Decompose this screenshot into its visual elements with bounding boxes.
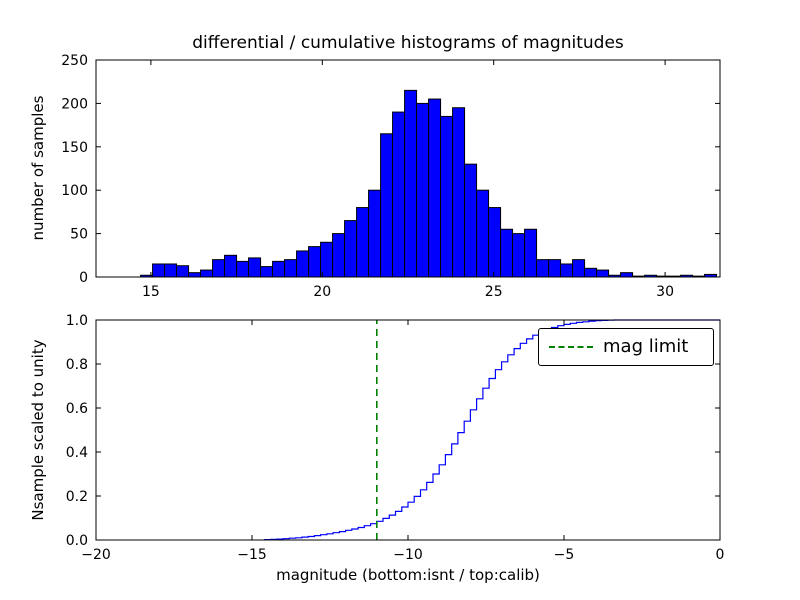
x-tick-label: −5 (554, 547, 575, 563)
histogram-bar (392, 111, 406, 278)
x-tick-label: −15 (237, 547, 267, 563)
y-tick-label: 1.0 (66, 313, 88, 329)
x-tick-label: 0 (716, 547, 725, 563)
y-tick-label: 50 (70, 227, 88, 243)
histogram-bar (524, 228, 538, 278)
y-tick-label: 0.4 (66, 445, 88, 461)
xlabel: magnitude (bottom:isnt / top:calib) (276, 566, 540, 584)
chart-title: differential / cumulative histograms of … (192, 33, 624, 53)
x-tick-label: 20 (313, 284, 331, 300)
histogram-bar (572, 259, 586, 278)
top-ylabel: number of samples (29, 95, 47, 241)
x-tick-label: 15 (142, 284, 160, 300)
histogram-bar (236, 260, 250, 278)
y-tick-label: 0.0 (66, 533, 88, 549)
histogram-bar (500, 228, 514, 278)
legend-label: mag limit (603, 336, 689, 357)
histogram-bar (284, 259, 298, 278)
histogram-bar (428, 98, 442, 278)
x-tick-label: −20 (81, 547, 111, 563)
histogram-bar (164, 263, 178, 278)
histogram-bar (548, 259, 562, 278)
histogram-bar (344, 220, 358, 278)
histogram-bar (404, 89, 418, 278)
histogram-bar (356, 207, 370, 278)
histogram-bar (212, 259, 226, 278)
histogram-bar (536, 259, 550, 278)
histogram-bar (560, 263, 574, 278)
histogram-bar (488, 207, 502, 278)
histogram-bar (416, 102, 430, 278)
y-tick-label: 0.6 (66, 401, 88, 417)
histogram-bar (620, 272, 634, 278)
legend: mag limit (538, 328, 714, 366)
histogram-bar (176, 265, 190, 278)
y-tick-label: 200 (61, 96, 88, 112)
x-tick-label: 25 (485, 284, 503, 300)
histogram-bar (188, 272, 202, 278)
mag-limit-line-sample (549, 346, 593, 348)
histogram-bar (368, 189, 382, 278)
histogram-bar (332, 233, 346, 278)
histogram-bar (260, 266, 274, 278)
cumulative-step-line (263, 319, 720, 541)
histogram-bar (200, 269, 214, 278)
x-tick-label: 30 (656, 284, 674, 300)
histogram-bar (596, 269, 610, 278)
histogram-bar (248, 257, 262, 278)
histogram-bar (224, 254, 238, 278)
histogram-bar (152, 263, 166, 278)
histogram-bar (296, 250, 310, 278)
histogram-bar (320, 241, 334, 278)
histogram-bar (476, 189, 490, 278)
histogram-bar (452, 107, 466, 278)
histogram-bar (584, 267, 598, 278)
y-tick-label: 0.8 (66, 357, 88, 373)
axes-spines (95, 59, 721, 278)
y-tick-label: 100 (61, 183, 88, 199)
histogram-bar (512, 233, 526, 278)
histogram-bar (272, 260, 286, 278)
y-tick-label: 150 (61, 140, 88, 156)
x-tick-label: −10 (393, 547, 423, 563)
histogram-bar (440, 115, 454, 278)
histogram-bar (308, 246, 322, 278)
y-tick-label: 250 (61, 53, 88, 69)
y-tick-label: 0.2 (66, 489, 88, 505)
bottom-ylabel: Nsample scaled to unity (29, 339, 47, 521)
histogram-bar (380, 133, 394, 278)
histogram-bar (464, 163, 478, 278)
y-tick-label: 0 (79, 270, 88, 286)
